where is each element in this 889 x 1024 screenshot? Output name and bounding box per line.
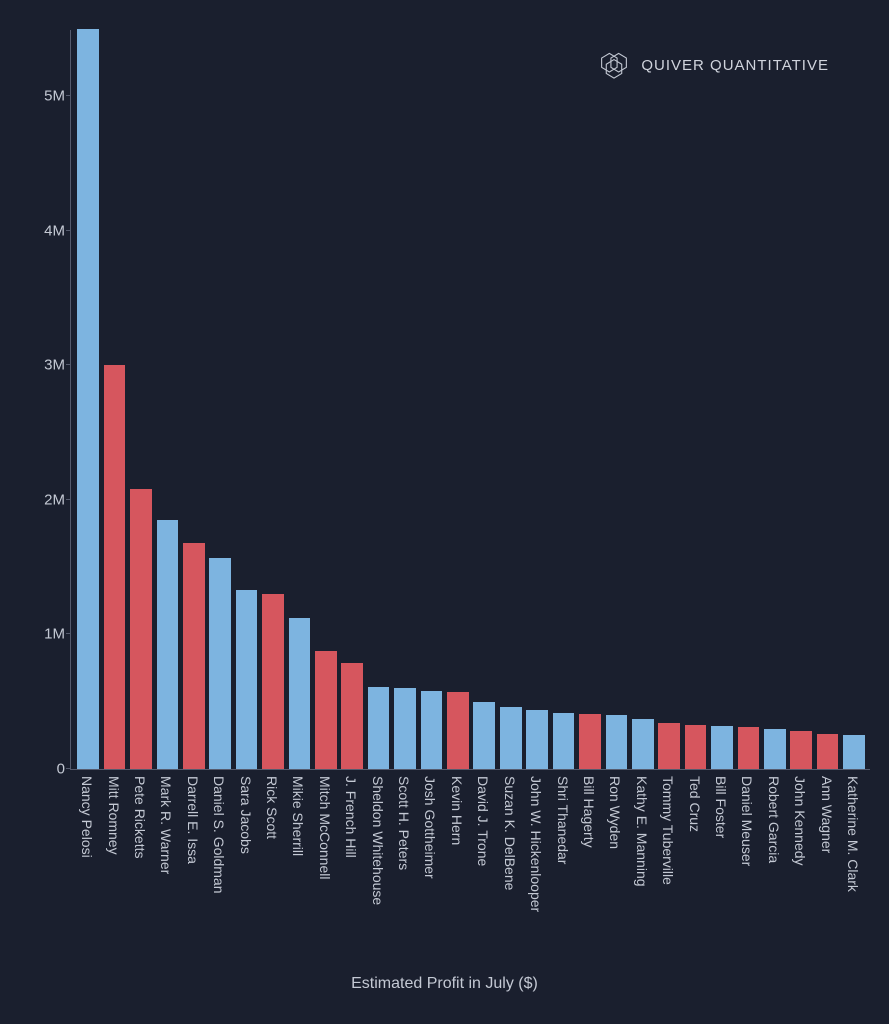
x-axis-title: Estimated Profit in July ($) (0, 975, 889, 993)
bar (289, 618, 311, 769)
x-tick-label: J. French Hill (343, 776, 359, 858)
x-tick-label: Scott H. Peters (396, 776, 412, 870)
y-tick-label: 5M (21, 88, 65, 105)
bar (315, 651, 337, 769)
bar (579, 714, 601, 769)
x-tick-label: Kathy E. Manning (634, 776, 650, 887)
bar (236, 590, 258, 769)
bar (473, 702, 495, 769)
bar (130, 489, 152, 769)
bar (421, 691, 443, 769)
bar (658, 723, 680, 769)
bar (685, 725, 707, 769)
plot-area: 01M2M3M4M5M (70, 30, 870, 770)
bar (262, 594, 284, 769)
y-tick-label: 2M (21, 491, 65, 508)
x-tick-label: Nancy Pelosi (79, 776, 95, 858)
x-tick-label: Sara Jacobs (238, 776, 254, 854)
x-tick-label: Mitch McConnell (317, 776, 333, 879)
bar (764, 729, 786, 769)
bar (341, 663, 363, 769)
bar (553, 713, 575, 770)
bar (157, 520, 179, 769)
bar (104, 365, 126, 769)
x-tick-label: Josh Gottheimer (422, 776, 438, 879)
bar (843, 735, 865, 769)
chart-container: 01M2M3M4M5M (70, 30, 870, 770)
bar (447, 692, 469, 769)
bar (209, 558, 231, 769)
bar (790, 731, 812, 769)
bar (711, 726, 733, 769)
x-tick-label: Ron Wyden (607, 776, 623, 849)
x-tick-label: Mark R. Warner (158, 776, 174, 874)
bar (606, 715, 628, 769)
x-tick-label: Bill Foster (713, 776, 729, 838)
bar (526, 710, 548, 769)
x-tick-label: Pete Ricketts (132, 776, 148, 858)
x-tick-label: Sheldon Whitehouse (370, 776, 386, 905)
bar (738, 727, 760, 769)
x-tick-label: John Kennedy (792, 776, 808, 866)
y-tick-label: 4M (21, 222, 65, 239)
bar (368, 687, 390, 769)
x-tick-label: Shri Thanedar (555, 776, 571, 864)
y-tick-label: 0 (21, 761, 65, 778)
x-tick-label: Tommy Tuberville (660, 776, 676, 885)
quiver-logo-icon (597, 50, 631, 80)
x-tick-label: Darrell E. Issa (185, 776, 201, 864)
x-tick-label: Suzan K. DelBene (502, 776, 518, 890)
bar (183, 543, 205, 769)
brand-text: QUIVER QUANTITATIVE (641, 57, 829, 74)
bar (77, 29, 99, 769)
x-tick-label: Rick Scott (264, 776, 280, 839)
x-tick-label: Katherine M. Clark (845, 776, 861, 892)
x-axis-labels: Nancy Pelosi Mitt Romney Pete Ricketts Mark… (70, 776, 870, 946)
bars-group (71, 29, 871, 769)
bar (394, 688, 416, 769)
x-tick-label: Ted Cruz (687, 776, 703, 832)
x-tick-label: Kevin Hern (449, 776, 465, 845)
bar (632, 719, 654, 769)
brand-logo: QUIVER QUANTITATIVE (597, 50, 829, 80)
x-tick-label: Mikie Sherrill (290, 776, 306, 856)
x-tick-label: Daniel Meuser (739, 776, 755, 866)
bar (500, 707, 522, 769)
bar (817, 734, 839, 769)
x-tick-label: David J. Trone (475, 776, 491, 866)
x-tick-label: Daniel S. Goldman (211, 776, 227, 894)
x-tick-label: John W. Hickenlooper (528, 776, 544, 912)
y-tick-label: 1M (21, 626, 65, 643)
x-tick-label: Robert Garcia (766, 776, 782, 863)
x-tick-label: Mitt Romney (106, 776, 122, 855)
x-tick-label: Bill Hagerty (581, 776, 597, 848)
y-tick-label: 3M (21, 357, 65, 374)
x-tick-label: Ann Wagner (819, 776, 835, 853)
